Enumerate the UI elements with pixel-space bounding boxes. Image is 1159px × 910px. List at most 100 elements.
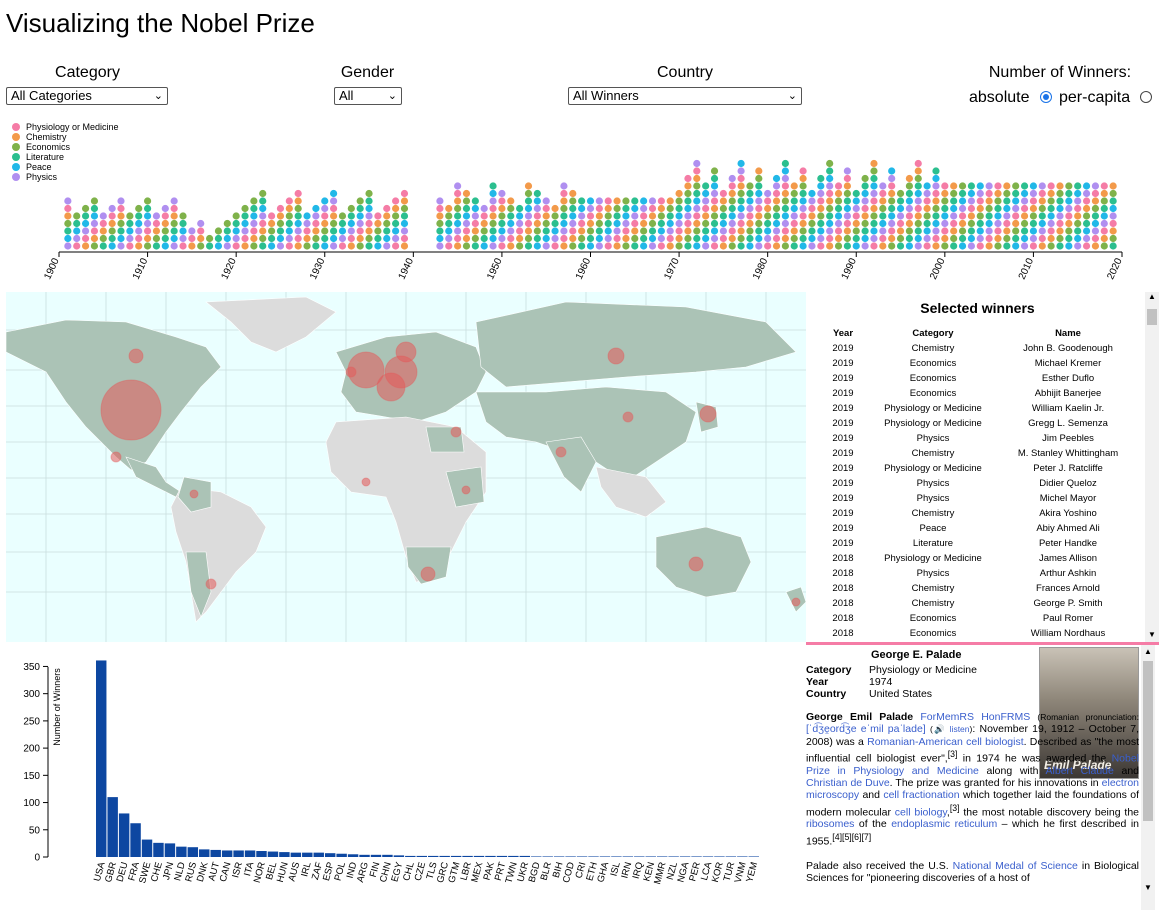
prize-dot[interactable] [480, 242, 488, 250]
prize-dot[interactable] [826, 219, 834, 228]
prize-dot[interactable] [533, 212, 541, 220]
prize-dot[interactable] [950, 234, 958, 243]
prize-dot[interactable] [232, 234, 240, 243]
prize-dot[interactable] [631, 227, 639, 235]
prize-dot[interactable] [755, 174, 763, 183]
prize-dot[interactable] [702, 182, 710, 190]
prize-dot[interactable] [790, 189, 798, 198]
prize-dot[interactable] [498, 227, 506, 235]
prize-dot[interactable] [640, 234, 648, 243]
prize-dot[interactable] [214, 227, 223, 235]
prize-dot[interactable] [755, 212, 763, 220]
prize-dot[interactable] [507, 197, 515, 205]
prize-dot[interactable] [737, 219, 745, 228]
prize-dot[interactable] [976, 219, 984, 228]
prize-dot[interactable] [586, 204, 595, 213]
prize-dot[interactable] [524, 204, 533, 213]
prize-dot[interactable] [666, 219, 674, 228]
prize-dot[interactable] [702, 234, 710, 243]
prize-dot[interactable] [259, 212, 267, 220]
prize-dot[interactable] [462, 219, 471, 228]
prize-dot[interactable] [400, 204, 409, 213]
prize-dot[interactable] [374, 227, 382, 235]
prize-dot[interactable] [631, 197, 639, 205]
detail-scrollbar[interactable]: ▲ ▼ [1141, 645, 1155, 910]
prize-dot[interactable] [914, 242, 922, 250]
prize-dot[interactable] [383, 204, 391, 213]
prize-dot[interactable] [117, 204, 125, 213]
prize-dot[interactable] [870, 159, 878, 168]
bio-link[interactable]: cell fractionation [883, 789, 960, 802]
prize-dot[interactable] [250, 227, 258, 235]
prize-dot[interactable] [312, 227, 320, 235]
prize-dot[interactable] [719, 189, 727, 198]
prize-dot[interactable] [232, 227, 240, 235]
prize-dot[interactable] [1012, 189, 1020, 198]
prize-dot[interactable] [241, 242, 249, 250]
prize-dot[interactable] [1091, 204, 1100, 213]
prize-dot[interactable] [516, 219, 524, 228]
prize-dot[interactable] [728, 234, 736, 243]
prize-dot[interactable] [578, 219, 586, 228]
prize-dot[interactable] [524, 189, 533, 198]
prize-dot[interactable] [755, 189, 763, 198]
prize-dot[interactable] [578, 212, 586, 220]
prize-dot[interactable] [400, 234, 409, 243]
prize-dot[interactable] [737, 234, 745, 243]
prize-dot[interactable] [781, 189, 789, 198]
prize-dot[interactable] [143, 219, 152, 228]
prize-dot[interactable] [471, 219, 479, 228]
prize-dot[interactable] [755, 182, 763, 190]
prize-dot[interactable] [826, 167, 834, 175]
prize-dot[interactable] [728, 182, 736, 190]
prize-dot[interactable] [1091, 219, 1100, 228]
prize-dot[interactable] [569, 242, 577, 250]
prize-dot[interactable] [1082, 242, 1091, 250]
prize-dot[interactable] [507, 204, 515, 213]
prize-dot[interactable] [631, 204, 639, 213]
prize-dot[interactable] [896, 212, 905, 220]
prize-dot[interactable] [81, 234, 90, 243]
prize-dot[interactable] [790, 219, 798, 228]
prize-dot[interactable] [932, 167, 940, 175]
prize-dot[interactable] [303, 219, 311, 228]
bar-lbr[interactable] [462, 855, 473, 857]
prize-dot[interactable] [790, 234, 798, 243]
prize-dot[interactable] [657, 227, 665, 235]
prize-dot[interactable] [985, 204, 993, 213]
bio-link[interactable]: National Medal of Science [952, 859, 1078, 872]
prize-dot[interactable] [99, 242, 107, 250]
bio-link[interactable]: Nobel Prize in Physiology and Medicine [806, 752, 1139, 777]
prize-dot[interactable] [143, 234, 152, 243]
scroll-up-arrow-icon[interactable]: ▲ [1144, 647, 1152, 656]
prize-dot[interactable] [462, 227, 471, 235]
prize-dot[interactable] [569, 189, 577, 198]
prize-dot[interactable] [1065, 234, 1073, 243]
winner-row[interactable]: 2019 Physiology or Medicine William Kaelin… [818, 401, 1138, 416]
prize-dot[interactable] [657, 242, 665, 250]
prize-dot[interactable] [640, 204, 648, 213]
prize-dot[interactable] [967, 242, 976, 250]
prize-dot[interactable] [1020, 227, 1029, 235]
prize-dot[interactable] [489, 219, 497, 228]
prize-dot[interactable] [710, 204, 719, 213]
prize-dot[interactable] [967, 227, 976, 235]
prize-dot[interactable] [108, 234, 116, 243]
bar-zaf[interactable] [313, 852, 324, 857]
bar-jpn[interactable] [164, 843, 176, 857]
prize-dot[interactable] [710, 167, 719, 175]
prize-dot[interactable] [693, 242, 701, 250]
prize-dot[interactable] [161, 212, 169, 220]
prize-dot[interactable] [941, 234, 949, 243]
prize-dot[interactable] [817, 219, 825, 228]
prize-dot[interactable] [923, 204, 931, 213]
prize-dot[interactable] [436, 212, 444, 220]
winner-row[interactable]: 2019 Physiology or Medicine Peter J. Ratcl… [818, 461, 1138, 476]
prize-dot[interactable] [454, 219, 462, 228]
prize-dot[interactable] [365, 234, 373, 243]
prize-dot[interactable] [81, 242, 90, 250]
prize-dot[interactable] [914, 234, 922, 243]
prize-dot[interactable] [684, 204, 692, 213]
prize-dot[interactable] [852, 197, 860, 205]
prize-dot[interactable] [861, 197, 869, 205]
